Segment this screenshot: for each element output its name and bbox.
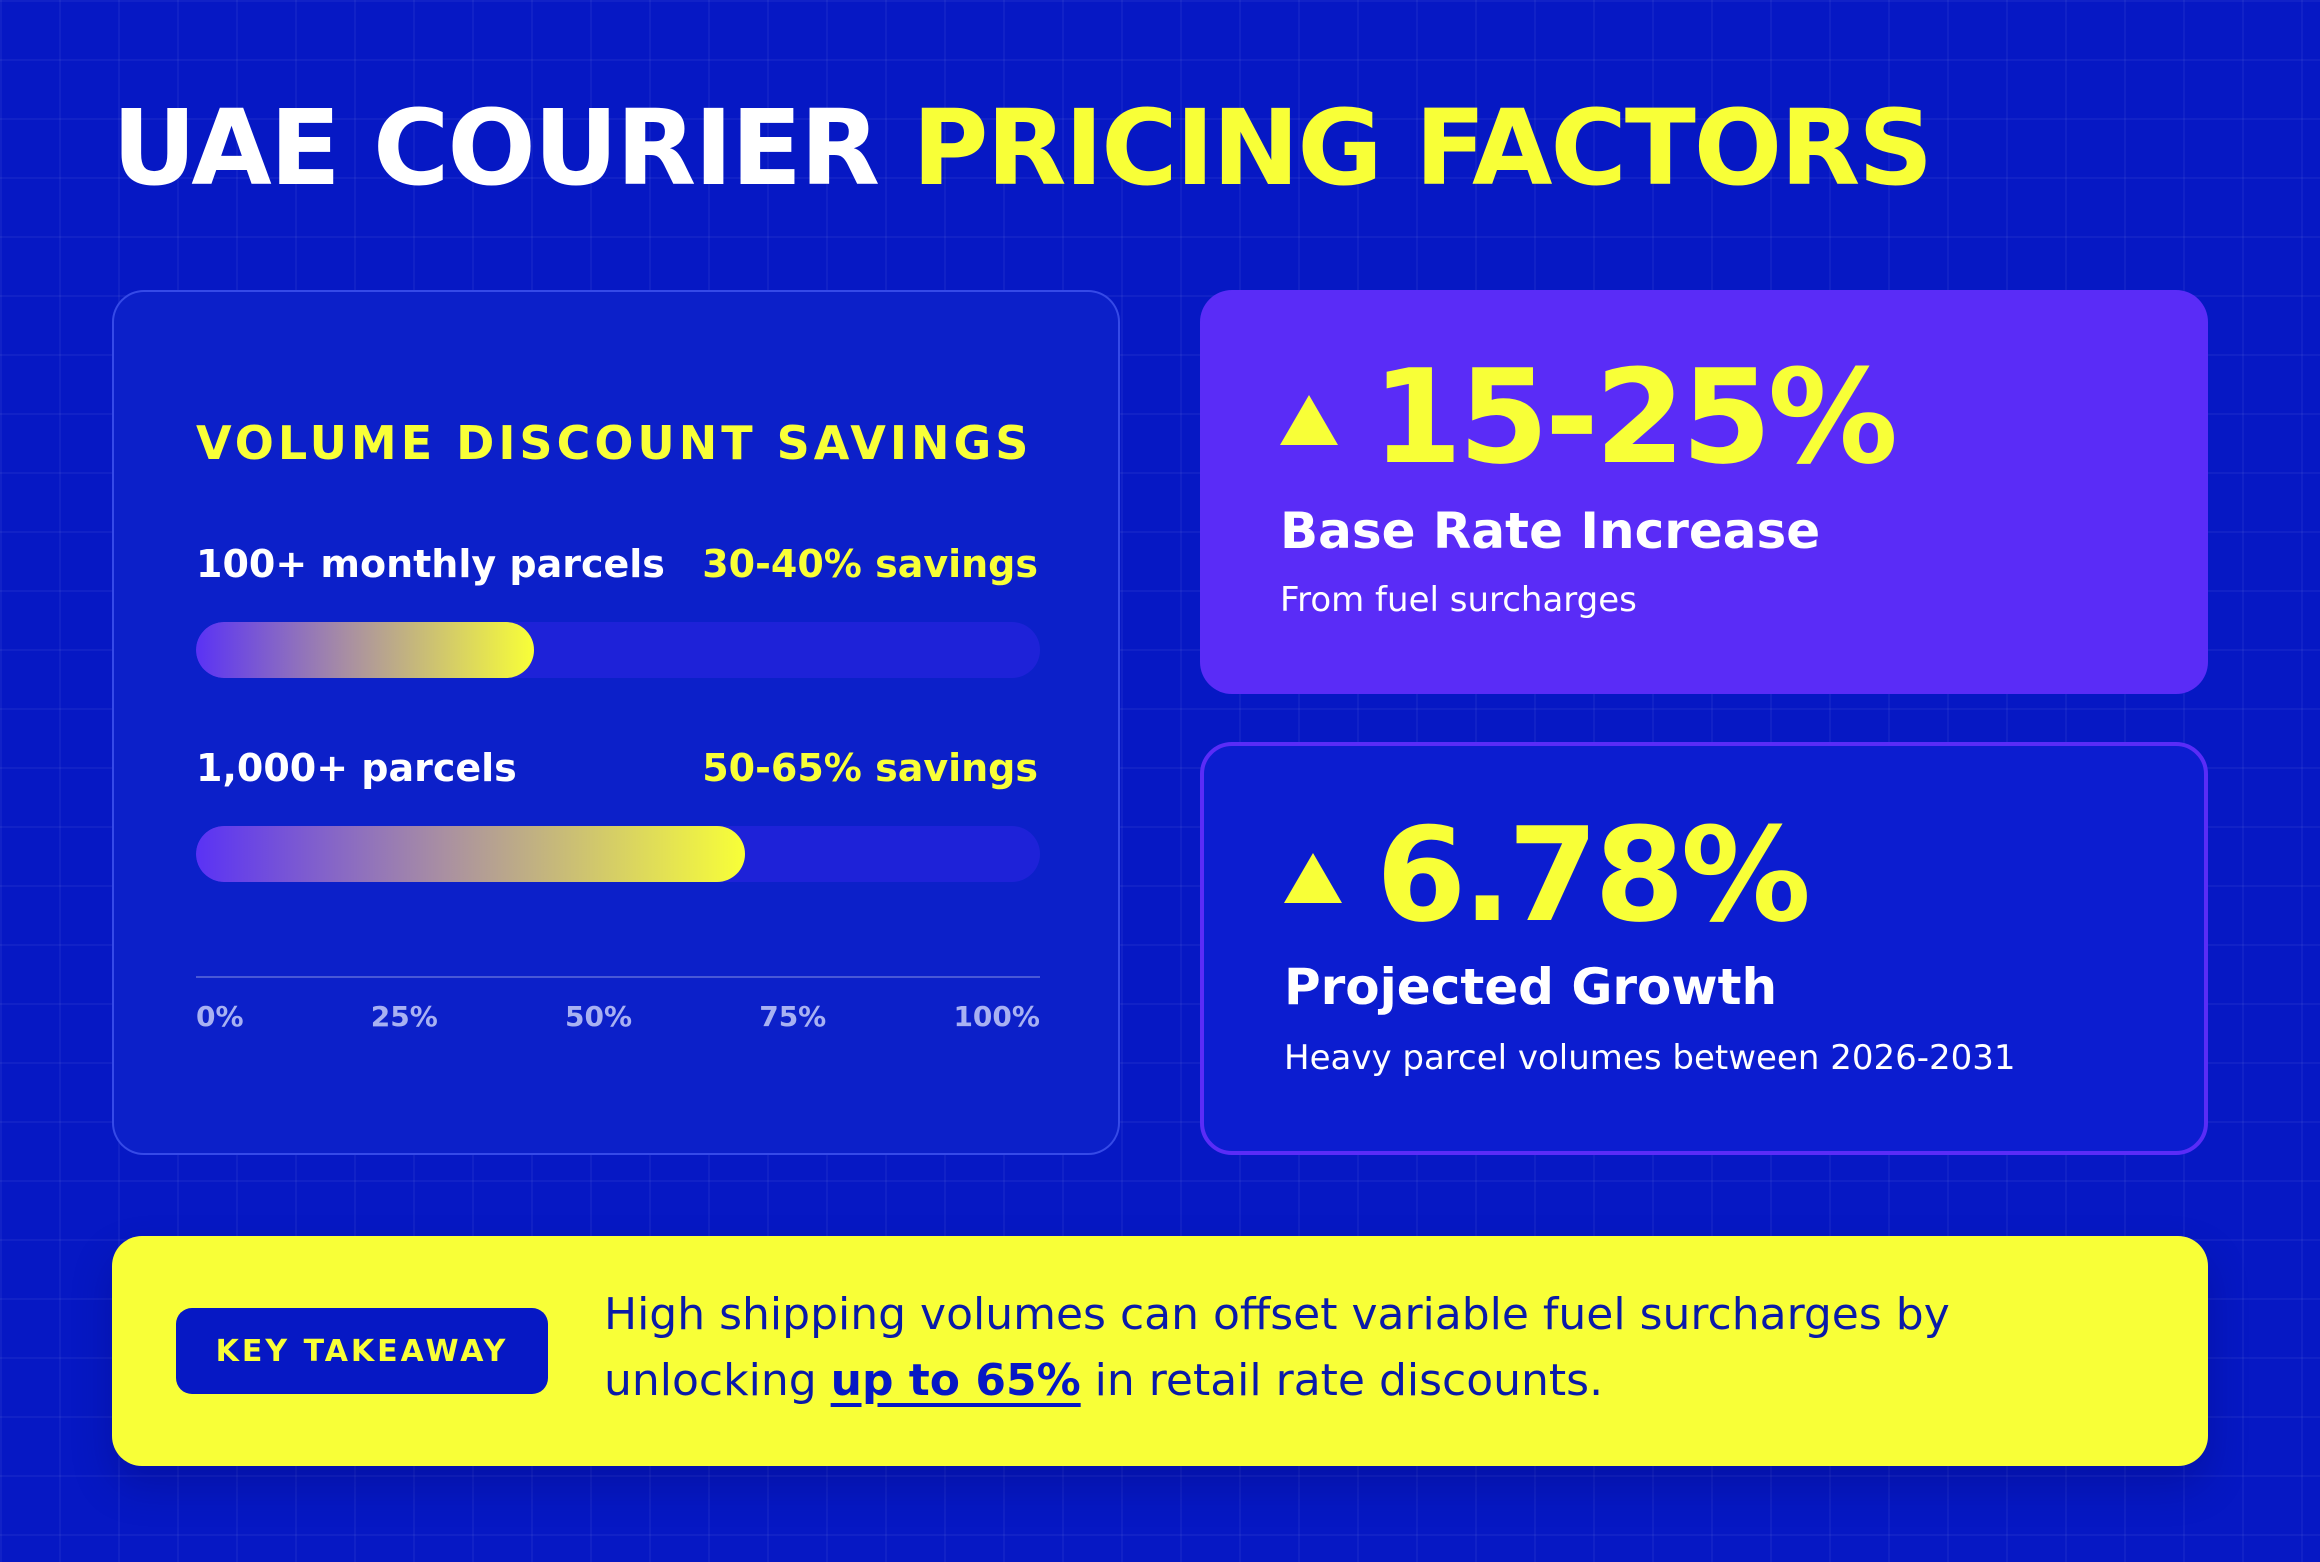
page-title-part2: PRICING FACTORS xyxy=(912,87,1933,209)
axis-tick: 75% xyxy=(759,1000,827,1033)
volume-discount-panel: VOLUME DISCOUNT SAVINGS 100+ monthly par… xyxy=(112,290,1120,1155)
progress-track-monthly xyxy=(196,622,1040,678)
bar-value-thousand: 50-65% savings xyxy=(702,746,1038,790)
takeaway-text-before: High shipping volumes can offset variabl… xyxy=(604,1289,1950,1406)
panel-heading: VOLUME DISCOUNT SAVINGS xyxy=(196,416,1033,470)
takeaway-text-after: in retail rate discounts. xyxy=(1080,1355,1604,1406)
axis-tick: 50% xyxy=(564,1000,633,1033)
up-triangle-icon xyxy=(1280,395,1338,445)
stat-value: 15-25% xyxy=(1372,341,1898,493)
axis-tick: 25% xyxy=(370,1000,438,1033)
stat-title: Projected Growth xyxy=(1284,958,1778,1016)
takeaway-text: High shipping volumes can offset variabl… xyxy=(604,1282,2084,1414)
progress-fill-thousand xyxy=(196,826,745,882)
up-triangle-icon xyxy=(1284,853,1342,903)
bar-label-monthly: 100+ monthly parcels xyxy=(196,542,665,586)
axis-tick: 0% xyxy=(196,1000,244,1033)
progress-fill-monthly xyxy=(196,622,534,678)
stat-title: Base Rate Increase xyxy=(1280,502,1821,560)
axis-line xyxy=(196,976,1040,978)
axis-ticks: 0% 25% 50% 75% 100% xyxy=(196,1000,1040,1033)
stat-value-row: 15-25% xyxy=(1280,341,1898,493)
bar-label-thousand: 1,000+ parcels xyxy=(196,746,517,790)
stat-value-row: 6.78% xyxy=(1284,799,1811,951)
key-takeaway-banner: KEY TAKEAWAY High shipping volumes can o… xyxy=(112,1236,2208,1466)
page-title: UAE COURIER PRICING FACTORS xyxy=(112,96,1933,200)
axis-tick: 100% xyxy=(953,1000,1040,1033)
stat-card-projected-growth: 6.78% Projected Growth Heavy parcel volu… xyxy=(1200,742,2208,1155)
stat-value: 6.78% xyxy=(1376,799,1811,951)
key-takeaway-badge: KEY TAKEAWAY xyxy=(176,1308,548,1394)
progress-track-thousand xyxy=(196,826,1040,882)
takeaway-highlight: up to 65% xyxy=(830,1355,1081,1406)
page-title-part1: UAE COURIER xyxy=(112,87,880,209)
bar-value-monthly: 30-40% savings xyxy=(702,542,1038,586)
stat-description: From fuel surcharges xyxy=(1280,580,1637,620)
stat-description: Heavy parcel volumes between 2026-2031 xyxy=(1284,1038,2016,1078)
stat-card-base-rate: 15-25% Base Rate Increase From fuel surc… xyxy=(1200,290,2208,694)
